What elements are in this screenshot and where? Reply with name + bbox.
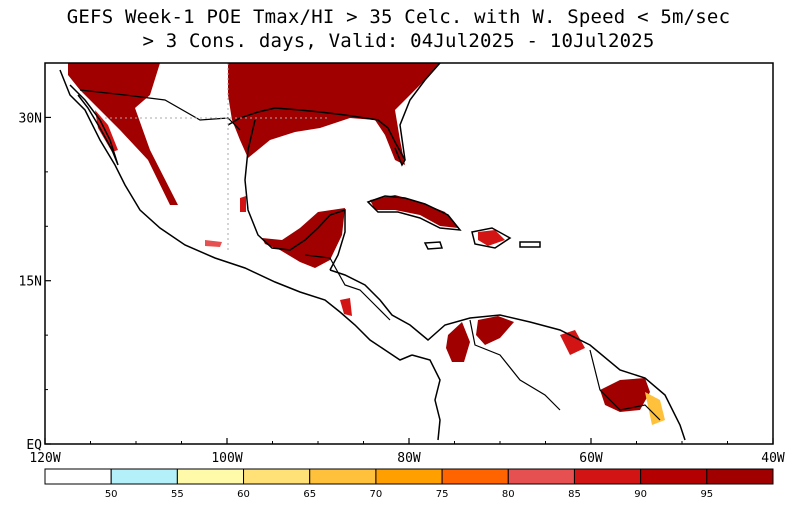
coastline-gulf-of-mexico-west: [244, 119, 346, 271]
colorbar-level-label: 90: [634, 489, 647, 500]
coastline-hispaniola: [471, 227, 512, 249]
y-tick-label: 15N: [19, 275, 42, 290]
colorbar-level-label: 80: [502, 489, 515, 500]
shading-region-venezuela: [476, 316, 514, 345]
colorbar-swatch: [375, 468, 443, 485]
x-tick-label: 60W: [579, 451, 603, 466]
country-borders: [79, 89, 661, 421]
map-frame: [44, 62, 774, 445]
colorbar-level-label: 55: [171, 489, 184, 500]
coastline-us-atlantic: [399, 63, 441, 161]
border-guianas: [589, 349, 661, 421]
coastline-baja-california: [69, 84, 119, 166]
colorbar-swatch: [507, 468, 575, 485]
colorbar-level-label: 95: [700, 489, 713, 500]
colorbar-level-label: 65: [303, 489, 316, 500]
colorbar: 50 55 60 65 70 75 80 85 90 95: [44, 468, 774, 500]
colorbar-swatch: [573, 468, 642, 485]
coastline-cuba: [366, 195, 462, 231]
colorbar-level-label: 60: [237, 489, 250, 500]
coastline-central-america-caribbean: [329, 269, 686, 441]
colorbar-swatch: [309, 468, 377, 485]
reference-lines: [105, 63, 328, 250]
border-central-america: [304, 254, 391, 321]
border-us-mexico: [79, 89, 241, 131]
shading-region-gulf-mexico-coast: [240, 196, 246, 212]
shading-region-cuba: [370, 195, 458, 228]
coastline-south-america-pacific: [411, 354, 441, 441]
shading-region-colombia: [446, 322, 470, 362]
colorbar-level-label: 70: [370, 489, 383, 500]
coastlines: [59, 63, 686, 441]
probability-shading: [68, 63, 665, 425]
x-tick-label: 100W: [211, 451, 242, 466]
border-colombia-venezuela: [469, 319, 561, 411]
colorbar-level-label: 85: [568, 489, 581, 500]
x-tick-label: 120W: [29, 451, 60, 466]
shading-region-mexico-south: [205, 240, 222, 247]
y-tick-label: EQ: [26, 438, 42, 453]
shading-region-central-america: [340, 298, 352, 316]
colorbar-level-label: 75: [436, 489, 449, 500]
colorbar-level-label: 50: [105, 489, 118, 500]
coastline-jamaica: [423, 241, 444, 250]
coastline-us-gulf: [227, 107, 406, 167]
colorbar-swatch: [176, 468, 245, 485]
map-title-line-1: GEFS Week-1 POE Tmax/HI > 35 Celc. with …: [66, 6, 731, 28]
shading-region-guianas: [600, 378, 650, 412]
shading-region-venezuela-east: [560, 330, 585, 355]
coastline-western-mexico: [59, 69, 413, 361]
x-tick-label: 40W: [761, 451, 785, 466]
shading-region-northwest-mexico: [68, 63, 178, 205]
colorbar-swatch: [640, 468, 708, 485]
y-tick-label: 30N: [19, 111, 42, 126]
shading-region-hispaniola: [478, 230, 505, 246]
shading-region-guianas-edge: [645, 392, 665, 425]
shading-region-yucatan: [262, 208, 345, 268]
axis-ticks: 120W 100W 80W 60W 40W 30N 15N EQ: [19, 111, 785, 466]
x-tick-label: 80W: [397, 451, 421, 466]
colorbar-swatch: [44, 468, 112, 485]
coastline-puerto-rico: [519, 241, 541, 248]
map-title-line-2: > 3 Cons. days, Valid: 04Jul2025 - 10Jul…: [142, 30, 655, 52]
colorbar-swatch: [110, 468, 178, 485]
colorbar-swatch: [243, 468, 311, 485]
colorbar-swatch: [441, 468, 509, 485]
colorbar-swatch: [706, 468, 774, 485]
